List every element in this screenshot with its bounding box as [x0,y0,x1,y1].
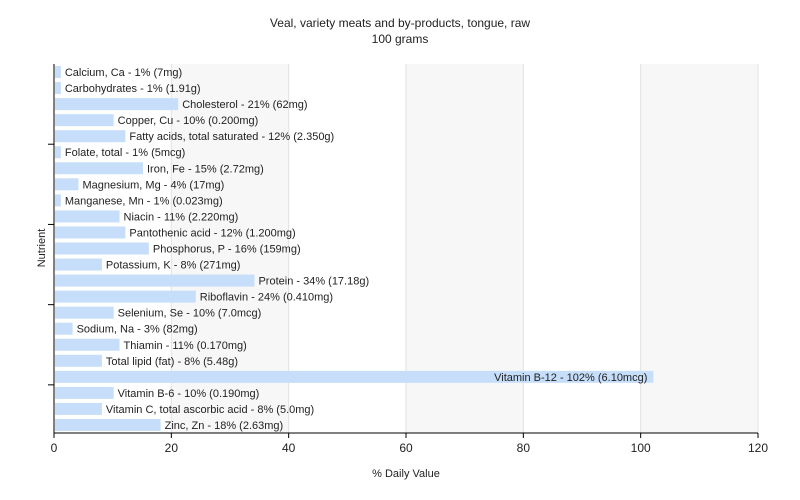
bar-label: Manganese, Mn - 1% (0.023mg) [65,195,223,207]
bar [55,258,102,271]
bar [55,98,179,111]
bar-label: Iron, Fe - 15% (2.72mg) [147,163,264,175]
bar [55,338,120,351]
bar [55,402,102,415]
x-tick-label: 100 [631,441,651,455]
plot-band [640,64,758,433]
bar [55,306,114,319]
bar-label: Calcium, Ca - 1% (7mg) [65,67,182,79]
bar-label: Zinc, Zn - 18% (2.63mg) [165,420,284,432]
bar-label: Total lipid (fat) - 8% (5.48g) [106,356,238,368]
x-tick-label: 20 [165,441,179,455]
bar [55,146,61,159]
x-tick-label: 60 [399,441,413,455]
bar-label: Pantothenic acid - 12% (1.200mg) [129,227,295,239]
bar-label: Selenium, Se - 10% (7.0mcg) [118,308,262,320]
x-tick-label: 40 [282,441,296,455]
bar [55,386,114,399]
bar-label: Carbohydrates - 1% (1.91g) [65,83,201,95]
chart-title-block: Veal, variety meats and by-products, ton… [0,15,800,47]
bar-label: Vitamin B-12 - 102% (6.10mcg) [494,372,647,384]
x-axis-title: % Daily Value [372,468,440,480]
bar-label: Fatty acids, total saturated - 12% (2.35… [129,131,334,143]
bar [55,194,61,207]
x-tick-label: 0 [51,441,58,455]
bar-label: Copper, Cu - 10% (0.200mg) [118,115,259,127]
bar-label: Riboflavin - 24% (0.410mg) [200,292,333,304]
bar [55,82,61,95]
y-axis-title: Nutrient [36,229,48,268]
axes [48,64,759,438]
bar-label: Vitamin C, total ascorbic acid - 8% (5.0… [106,404,314,416]
chart-title: Veal, variety meats and by-products, ton… [269,16,531,30]
bar [55,162,143,175]
bar-labels: Calcium, Ca - 1% (7mg) Carbohydrates - 1%… [65,67,648,432]
bar [55,354,102,367]
bar [55,274,255,287]
bar [55,66,61,79]
bar [55,226,126,239]
bar-label: Niacin - 11% (2.220mg) [124,211,239,223]
bar-label: Sodium, Na - 3% (82mg) [77,324,198,336]
bar [55,178,79,191]
bar-label: Folate, total - 1% (5mcg) [65,147,185,159]
bar [55,130,126,143]
x-tick-label: 120 [748,441,768,455]
bar-label: Vitamin B-6 - 10% (0.190mg) [118,388,260,400]
x-tick-labels: 0 20 40 60 80 100 120 [51,441,769,455]
bar-label: Phosphorus, P - 16% (159mg) [153,244,301,256]
bar [55,322,73,335]
bar [55,290,196,303]
bar [55,242,149,255]
bar-label: Magnesium, Mg - 4% (17mg) [82,179,224,191]
bar [55,210,120,223]
bars [55,66,654,431]
bar-label: Cholesterol - 21% (62mg) [182,99,307,111]
bar-label: Thiamin - 11% (0.170mg) [124,340,247,352]
x-tick-label: 80 [517,441,531,455]
bar-label: Potassium, K - 8% (271mg) [106,260,241,272]
chart-subtitle: 100 grams [371,32,429,46]
bar-label: Protein - 34% (17.18g) [258,276,369,288]
bar [55,418,161,431]
bar [55,370,654,383]
bar [55,114,114,127]
